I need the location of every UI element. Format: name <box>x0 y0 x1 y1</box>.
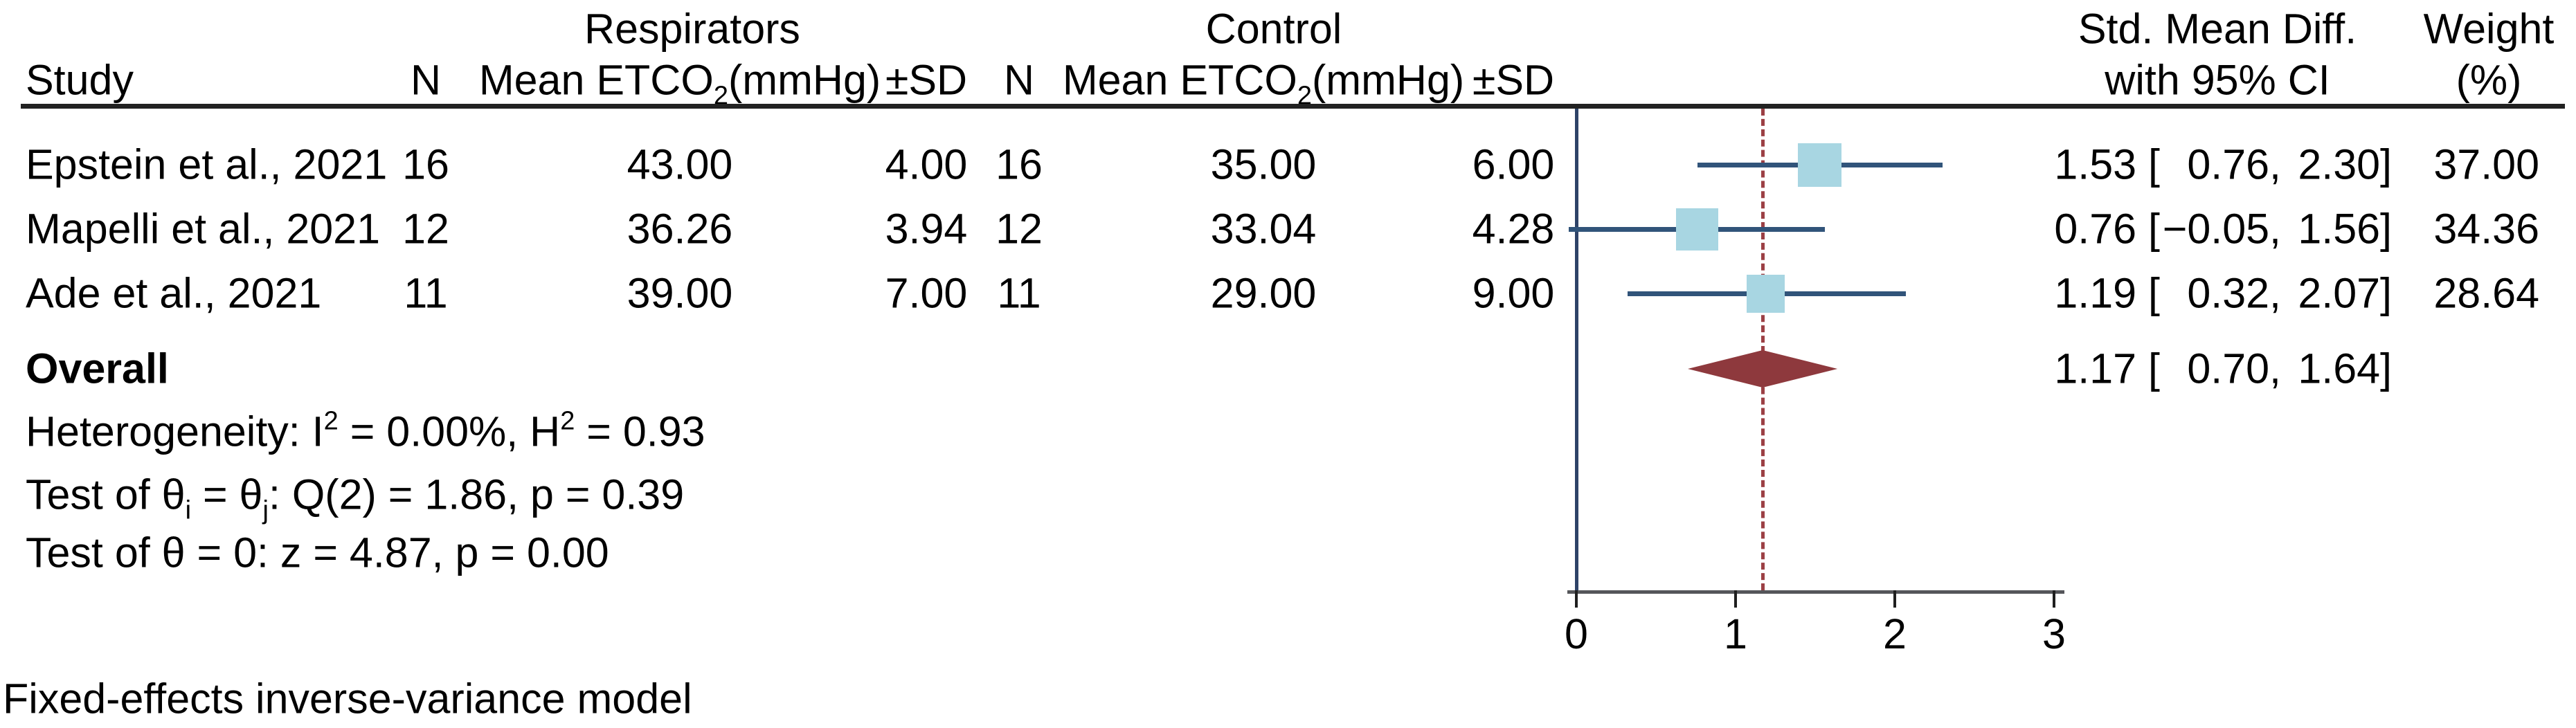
model-note: Fixed-effects inverse-variance model <box>3 675 692 722</box>
column-header-n-control: N <box>1003 56 1035 104</box>
control-n: 11 <box>997 269 1041 317</box>
respirators-sd: 7.00 <box>885 269 968 317</box>
control-mean: 33.04 <box>1210 205 1317 253</box>
column-header-mean-respirators: Mean ETCO2(mmHg) <box>478 56 881 111</box>
overall-label: Overall <box>26 345 169 392</box>
ci-upper: 2.30] <box>2298 140 2392 188</box>
ci-lower: 0.76, <box>2187 140 2281 188</box>
x-axis-tick <box>1575 590 1578 608</box>
respirators-n: 12 <box>402 205 449 253</box>
smd-estimate: 0.76 [ <box>2054 205 2160 253</box>
overall-diamond <box>1688 350 1838 388</box>
study-name: Mapelli et al., 2021 <box>26 205 381 253</box>
x-axis-tick <box>1734 590 1737 608</box>
x-axis-tick-label: 1 <box>1724 610 1747 657</box>
point-estimate-square <box>1747 274 1785 313</box>
control-mean: 29.00 <box>1210 269 1317 317</box>
study-name: Epstein et al., 2021 <box>26 140 388 188</box>
weight-value: 34.36 <box>2433 205 2539 253</box>
x-axis-tick-label: 3 <box>2042 610 2066 657</box>
ci-upper: 2.07] <box>2298 269 2392 317</box>
group-header-control: Control <box>1205 5 1342 53</box>
effect-header-line1: Std. Mean Diff. <box>2078 5 2357 53</box>
study-name: Ade et al., 2021 <box>26 269 322 317</box>
control-n: 12 <box>996 205 1043 253</box>
test-of-overall-effect: Test of θ = 0: z = 4.87, p = 0.00 <box>26 529 609 576</box>
column-header-study: Study <box>26 56 134 104</box>
weight-header-line2: (%) <box>2456 56 2522 104</box>
respirators-n: 11 <box>404 269 448 317</box>
weight-header-line1: Weight <box>2423 5 2555 53</box>
test-of-group-homogeneity: Test of θi = θj: Q(2) = 1.86, p = 0.39 <box>26 471 685 525</box>
x-axis-tick <box>1893 590 1896 608</box>
effect-header-line2: with 95% CI <box>2105 56 2330 104</box>
weight-value: 28.64 <box>2433 269 2539 317</box>
smd-estimate: 1.53 [ <box>2054 140 2160 188</box>
x-axis-tick-label: 0 <box>1565 610 1588 657</box>
ci-lower: 0.32, <box>2187 269 2281 317</box>
heterogeneity-stats: Heterogeneity: I2 = 0.00%, H2 = 0.93 <box>26 406 705 455</box>
ci-lower: −0.05, <box>2162 205 2281 253</box>
header-rule <box>21 104 2565 109</box>
overall-smd-estimate: 1.17 [ <box>2054 345 2160 392</box>
respirators-mean: 39.00 <box>627 269 733 317</box>
respirators-n: 16 <box>402 140 449 188</box>
column-header-sd-respirators: ±SD <box>885 56 968 104</box>
zero-reference-line <box>1575 109 1578 590</box>
x-axis-tick <box>2053 590 2055 608</box>
weight-value: 37.00 <box>2433 140 2539 188</box>
overall-ci-lower: 0.70, <box>2187 345 2281 392</box>
respirators-sd: 4.00 <box>885 140 968 188</box>
point-estimate-square <box>1676 208 1719 251</box>
smd-estimate: 1.19 [ <box>2054 269 2160 317</box>
x-axis-line <box>1567 590 2064 594</box>
overall-estimate-dashed-line <box>1761 109 1765 590</box>
overall-ci-upper: 1.64] <box>2298 345 2392 392</box>
control-sd: 9.00 <box>1472 269 1555 317</box>
column-header-mean-control: Mean ETCO2(mmHg) <box>1062 56 1465 111</box>
control-sd: 6.00 <box>1472 140 1555 188</box>
point-estimate-square <box>1798 143 1842 187</box>
column-header-sd-control: ±SD <box>1472 56 1555 104</box>
control-n: 16 <box>996 140 1043 188</box>
control-mean: 35.00 <box>1210 140 1317 188</box>
x-axis-tick-label: 2 <box>1883 610 1907 657</box>
group-header-respirators: Respirators <box>584 5 800 53</box>
respirators-mean: 43.00 <box>627 140 733 188</box>
respirators-mean: 36.26 <box>627 205 733 253</box>
column-header-n-respirators: N <box>410 56 442 104</box>
control-sd: 4.28 <box>1472 205 1555 253</box>
ci-upper: 1.56] <box>2298 205 2392 253</box>
respirators-sd: 3.94 <box>885 205 968 253</box>
